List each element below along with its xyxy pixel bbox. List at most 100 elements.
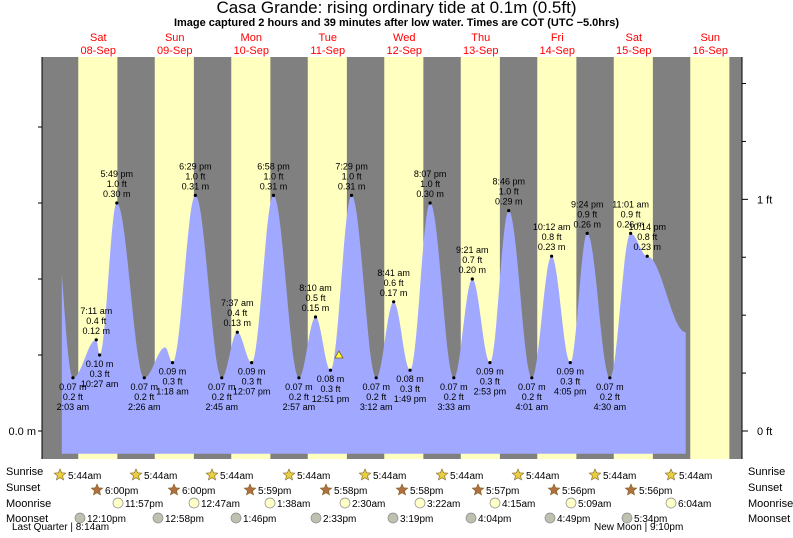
high-tide-dot	[235, 330, 239, 334]
high-tide-label: 6:58 pm	[257, 161, 290, 171]
high-tide-dot	[550, 254, 554, 258]
low-tide-dot	[374, 376, 378, 380]
low-tide-dot	[142, 376, 146, 380]
low-tide-dot	[608, 376, 612, 380]
sunset-time: 6:00pm	[105, 486, 138, 497]
day-date: 15-Sep	[616, 45, 651, 57]
low-tide-label: 0.3 ft	[480, 377, 501, 387]
day-date: 12-Sep	[387, 45, 422, 57]
low-tide-label: 2:57 am	[283, 402, 316, 412]
high-tide-label: 10:12 am	[533, 222, 571, 232]
day-name: Sat	[625, 32, 642, 44]
sunrise-icon	[435, 468, 449, 481]
high-tide-label: 0.5 ft	[306, 293, 327, 303]
moonrise-time: 12:47am	[201, 499, 240, 510]
low-tide-label: 0.07 m	[518, 382, 546, 392]
low-tide-label: 0.2 ft	[134, 392, 155, 402]
sunrise-row-label: Sunrise	[6, 466, 43, 478]
sunrise-icon	[664, 468, 678, 481]
sunrise-icon	[129, 468, 143, 481]
sunset-icon	[471, 483, 485, 496]
low-tide-label: 0.2 ft	[444, 392, 465, 402]
low-tide-label: 4:01 am	[516, 402, 549, 412]
chart-subtitle: Image captured 2 hours and 39 minutes af…	[173, 17, 620, 29]
moonset-icon	[465, 512, 477, 524]
current-tide-marker	[334, 350, 344, 359]
high-tide-label: 5:49 pm	[101, 169, 134, 179]
high-tide-label: 0.29 m	[495, 197, 523, 207]
day-name: Sun	[700, 32, 720, 44]
low-tide-label: 0.3 ft	[90, 369, 111, 379]
moonrise-row-label: Moonrise	[6, 498, 51, 510]
high-tide-label: 0.17 m	[380, 288, 408, 298]
sunset-time: 5:56pm	[562, 486, 595, 497]
low-tide-label: 0.10 m	[86, 359, 114, 369]
axes: 0.0 m 0 ft 1 ft	[8, 57, 772, 459]
low-tide-label: 3:33 am	[438, 402, 471, 412]
high-tide-label: 9:24 pm	[571, 199, 604, 209]
sunrise-time: 5:44am	[373, 471, 406, 482]
moonset-icon	[544, 512, 556, 524]
high-tide-label: 1.0 ft	[185, 171, 206, 181]
high-tide-dot	[115, 201, 119, 205]
day-name: Fri	[551, 32, 564, 44]
moonset-icon	[152, 512, 164, 524]
high-tide-label: 0.4 ft	[86, 316, 107, 326]
day-date: 16-Sep	[693, 45, 728, 57]
low-tide-dot	[297, 376, 301, 380]
sunset-icon	[547, 483, 561, 496]
high-tide-dot	[349, 193, 354, 197]
low-tide-dot	[170, 361, 175, 365]
high-tide-label: 0.13 m	[224, 318, 252, 328]
high-tide-label: 0.30 m	[416, 189, 444, 199]
moonset-time: 2:33pm	[323, 514, 356, 525]
low-tide-dot	[452, 376, 456, 380]
moonset-row-label: Moonset	[6, 513, 48, 525]
sunset-time: 5:57pm	[486, 486, 519, 497]
sunset-time: 6:00pm	[182, 486, 215, 497]
high-tide-dot	[507, 209, 511, 213]
low-tide-label: 0.3 ft	[320, 384, 341, 394]
sunrise-time: 5:44am	[220, 471, 253, 482]
low-tide-label: 1:49 pm	[394, 394, 427, 404]
moonrise-row-label-right: Moonrise	[748, 498, 793, 510]
low-tide-label: 0.09 m	[476, 367, 504, 377]
moonrise-time: 3:22am	[427, 499, 460, 510]
high-tide-label: 0.31 m	[338, 181, 366, 191]
moonset-icon	[387, 512, 399, 524]
low-tide-dot	[98, 353, 102, 357]
low-tide-dot	[568, 361, 572, 365]
low-tide-label: 12:51 pm	[312, 394, 350, 404]
high-tide-label: 0.30 m	[103, 189, 131, 199]
day-name: Thu	[471, 32, 490, 44]
moonrise-time: 5:09am	[578, 499, 611, 510]
low-tide-label: 0.07 m	[285, 382, 313, 392]
high-tide-label: 1.0 ft	[263, 171, 284, 181]
sunrise-time: 5:44am	[450, 471, 483, 482]
low-tide-label: 0.07 m	[59, 382, 87, 392]
low-tide-label: 1:18 am	[156, 387, 189, 397]
right-axis-label: 0 ft	[757, 426, 772, 438]
high-tide-dot	[645, 254, 649, 258]
moonrise-icon	[339, 497, 351, 509]
sunrise-time: 5:44am	[144, 471, 177, 482]
moonrise-time: 1:38am	[277, 499, 310, 510]
high-tide-label: 0.6 ft	[384, 278, 405, 288]
high-tide-label: 0.9 ft	[577, 209, 598, 219]
low-tide-dot	[408, 368, 412, 372]
low-tide-dot	[71, 376, 75, 380]
low-tide-label: 4:05 pm	[554, 387, 587, 397]
high-tide-label: 8:41 am	[377, 268, 410, 278]
day-name: Sun	[165, 32, 185, 44]
low-tide-label: 2:53 pm	[474, 387, 507, 397]
sunrise-icon	[282, 468, 296, 481]
low-tide-label: 0.2 ft	[366, 392, 387, 402]
tide-curve	[61, 195, 686, 454]
low-tide-label: 0.09 m	[159, 367, 187, 377]
last-quarter-label: Last Quarter | 8:14am	[12, 522, 110, 533]
moonrise-icon	[565, 497, 577, 509]
high-tide-label: 8:46 pm	[492, 177, 525, 187]
high-tide-label: 9:21 am	[456, 245, 489, 255]
sunset-time: 5:58pm	[334, 486, 367, 497]
